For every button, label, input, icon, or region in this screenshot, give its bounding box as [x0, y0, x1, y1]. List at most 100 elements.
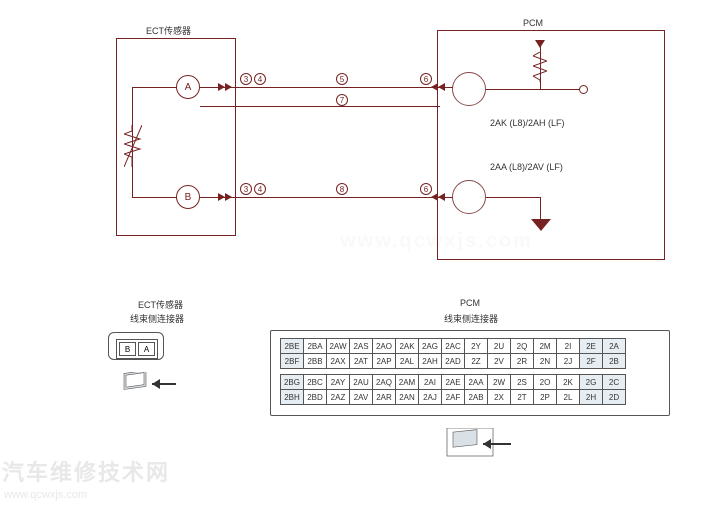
- pcm-label: PCM: [523, 18, 543, 28]
- pin-2AI: 2AI: [419, 375, 442, 390]
- pin-2BC: 2BC: [304, 375, 327, 390]
- pin-2BD: 2BD: [304, 390, 327, 405]
- pin-2H: 2H: [580, 390, 603, 405]
- pin-2V: 2V: [488, 354, 511, 369]
- arrow-r2: [218, 193, 225, 201]
- pin-2K: 2K: [557, 375, 580, 390]
- pin-2AF: 2AF: [442, 390, 465, 405]
- num-4b: 4: [254, 183, 266, 195]
- pin-2N: 2N: [534, 354, 557, 369]
- arrow-r1: [218, 83, 225, 91]
- pin-2T: 2T: [511, 390, 534, 405]
- pin-2AE: 2AE: [442, 375, 465, 390]
- pin-2J: 2J: [557, 354, 580, 369]
- pin-2BH: 2BH: [281, 390, 304, 405]
- pin-2AK: 2AK: [396, 339, 419, 354]
- num-6b: 6: [420, 183, 432, 195]
- pcm-port-lower: [452, 180, 486, 214]
- pin-2AV: 2AV: [350, 390, 373, 405]
- arrow-r2b: [225, 193, 232, 201]
- pin-2C: 2C: [603, 375, 626, 390]
- ground-icon: [531, 219, 551, 231]
- pcm-node-icon: [579, 85, 588, 94]
- watermark-url: www.qcwxjs.com: [4, 489, 87, 501]
- ect-connector-pins: BA: [116, 339, 158, 359]
- ect-wire-a-h: [132, 87, 177, 88]
- num-4a: 4: [254, 73, 266, 85]
- ect-wire-b-h: [132, 197, 177, 198]
- pin-2A: 2A: [603, 339, 626, 354]
- pin-2F: 2F: [580, 354, 603, 369]
- port-a: A: [176, 75, 200, 99]
- ect-arrow-icon: [120, 372, 180, 402]
- pin-2AG: 2AG: [419, 339, 442, 354]
- pin-2P: 2P: [534, 390, 557, 405]
- port-b: B: [176, 185, 200, 209]
- thermistor-icon: [124, 125, 142, 167]
- ect-conn-label-2: 线束侧连接器: [130, 312, 184, 325]
- pin-2AX: 2AX: [327, 354, 350, 369]
- wire-a-second: [200, 106, 440, 107]
- ect-conn-label-1: ECT传感器: [138, 298, 183, 311]
- arrow-l1: [438, 83, 445, 91]
- pin-upper-label: 2AK (L8)/2AH (LF): [490, 118, 565, 128]
- pin-2AB: 2AB: [465, 390, 488, 405]
- arrow-l2: [438, 193, 445, 201]
- ect-pin-b: B: [119, 342, 136, 356]
- pin-2AR: 2AR: [373, 390, 396, 405]
- num-3b: 3: [240, 183, 252, 195]
- arrow-down-icon: [535, 40, 545, 48]
- pin-2X: 2X: [488, 390, 511, 405]
- pin-2M: 2M: [534, 339, 557, 354]
- pin-2AA: 2AA: [465, 375, 488, 390]
- pin-2O: 2O: [534, 375, 557, 390]
- pin-2L: 2L: [557, 390, 580, 405]
- pcm-connector-table: 2BE2BA2AW2AS2AO2AK2AG2AC2Y2U2Q2M2I2E2A2B…: [280, 338, 626, 405]
- watermark-title: 汽车维修技术网: [2, 455, 170, 487]
- num-5: 5: [336, 73, 348, 85]
- pin-2AW: 2AW: [327, 339, 350, 354]
- arrow-l1b: [431, 83, 438, 91]
- pcm-box: [437, 30, 665, 260]
- pin-2R: 2R: [511, 354, 534, 369]
- num-7: 7: [336, 94, 348, 106]
- pin-2G: 2G: [580, 375, 603, 390]
- pin-lower-label: 2AA (L8)/2AV (LF): [490, 162, 563, 172]
- pcm-u-h: [486, 89, 540, 90]
- pcm-port-upper: [452, 72, 486, 106]
- pin-2Q: 2Q: [511, 339, 534, 354]
- pcm-node-w: [540, 89, 580, 90]
- pin-2BF: 2BF: [281, 354, 304, 369]
- pin-2AC: 2AC: [442, 339, 465, 354]
- pin-2Y: 2Y: [465, 339, 488, 354]
- ect-pin-a: A: [138, 342, 155, 356]
- pin-2AO: 2AO: [373, 339, 396, 354]
- pin-2E: 2E: [580, 339, 603, 354]
- pin-2AY: 2AY: [327, 375, 350, 390]
- pin-2AQ: 2AQ: [373, 375, 396, 390]
- arrow-l2b: [431, 193, 438, 201]
- pin-2Z: 2Z: [465, 354, 488, 369]
- pin-2AS: 2AS: [350, 339, 373, 354]
- pcm-l-v: [540, 197, 541, 219]
- num-8: 8: [336, 183, 348, 195]
- pin-2W: 2W: [488, 375, 511, 390]
- pin-2BA: 2BA: [304, 339, 327, 354]
- ect-sensor-label: ECT传感器: [146, 24, 191, 37]
- pin-2AU: 2AU: [350, 375, 373, 390]
- pcm-arrow-icon: [445, 428, 515, 460]
- pin-2BB: 2BB: [304, 354, 327, 369]
- arrow-r1b: [225, 83, 232, 91]
- pin-2AL: 2AL: [396, 354, 419, 369]
- pin-2AT: 2AT: [350, 354, 373, 369]
- pin-2AJ: 2AJ: [419, 390, 442, 405]
- pin-2AD: 2AD: [442, 354, 465, 369]
- pin-2S: 2S: [511, 375, 534, 390]
- wire-b-main: [200, 197, 453, 198]
- pin-2AM: 2AM: [396, 375, 419, 390]
- pin-2AZ: 2AZ: [327, 390, 350, 405]
- pin-2U: 2U: [488, 339, 511, 354]
- num-3a: 3: [240, 73, 252, 85]
- pcm-conn-label-1: PCM: [460, 298, 480, 308]
- pin-2AN: 2AN: [396, 390, 419, 405]
